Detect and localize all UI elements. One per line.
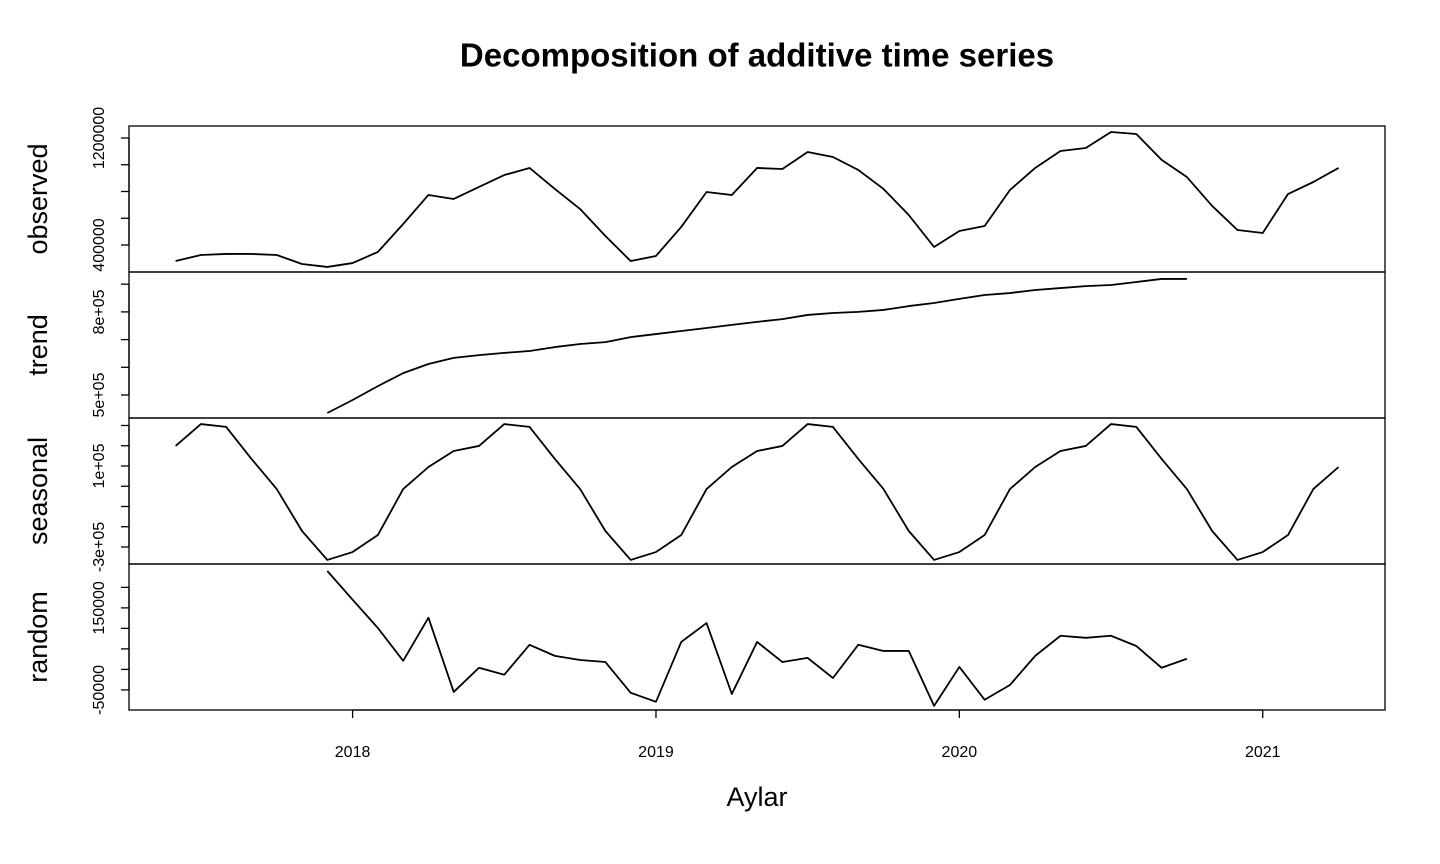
panel-frame xyxy=(128,125,1386,273)
panel-frame xyxy=(128,417,1386,565)
x-tick-label: 2021 xyxy=(1245,744,1281,761)
y-tick-label: 1200000 xyxy=(91,107,108,169)
panel-label: seasonal xyxy=(23,437,53,545)
y-tick-label: -50000 xyxy=(91,665,108,715)
series-line xyxy=(175,423,1340,561)
x-axis-label: Aylar xyxy=(726,782,787,812)
series-line xyxy=(175,131,1340,268)
y-tick-label: 1e+05 xyxy=(91,443,108,488)
y-tick-label: 150000 xyxy=(91,581,108,634)
y-tick-label: 8e+05 xyxy=(91,289,108,334)
x-tick-label: 2019 xyxy=(638,744,674,761)
y-tick-label: 5e+05 xyxy=(91,372,108,417)
y-tick-label: 400000 xyxy=(91,218,108,271)
series-line xyxy=(326,570,1188,707)
panel-frame xyxy=(128,271,1386,419)
panel-label: trend xyxy=(23,314,53,376)
chart-title: Decomposition of additive time series xyxy=(460,37,1054,74)
y-tick-label: -3e+05 xyxy=(91,522,108,572)
x-tick-label: 2020 xyxy=(942,744,978,761)
x-tick-label: 2018 xyxy=(335,744,371,761)
panel-frame xyxy=(128,563,1386,711)
panel-label: observed xyxy=(23,143,53,254)
panel-label: random xyxy=(23,591,53,683)
series-line xyxy=(326,278,1187,414)
